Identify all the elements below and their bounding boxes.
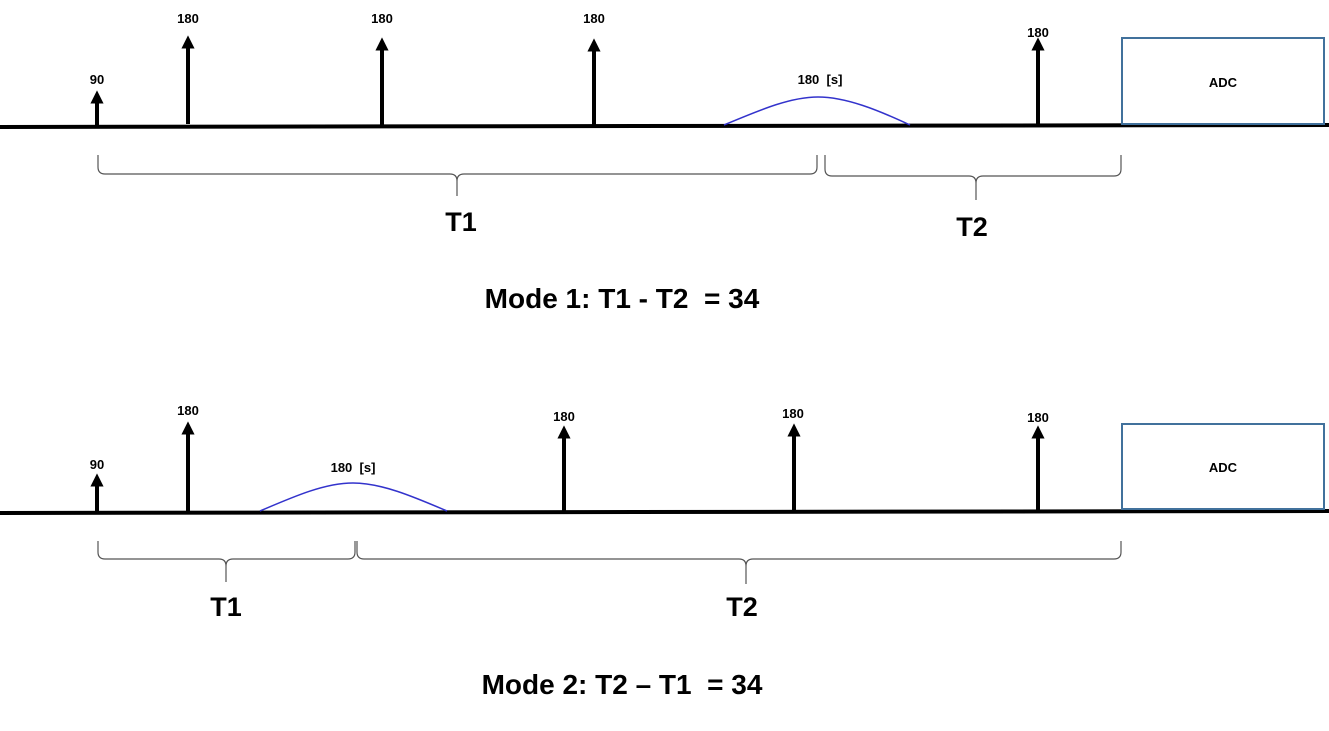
panel-mode-1: 90 180 180 180 180 180 [s] ADC bbox=[0, 11, 1329, 314]
timeline-axis bbox=[0, 509, 1329, 515]
mode-caption: Mode 1: T1 - T2 = 34 bbox=[485, 283, 760, 314]
pulse-label: 180 bbox=[583, 11, 605, 26]
interval-t1: T1 bbox=[97, 155, 818, 237]
curly-brace-icon bbox=[97, 155, 818, 196]
pulse-180: 180 bbox=[1027, 410, 1049, 512]
curly-brace-icon bbox=[356, 541, 1122, 584]
adc-window: ADC bbox=[1121, 423, 1325, 510]
pulse-label: 180 bbox=[1027, 410, 1049, 425]
pulse-180: 180 bbox=[583, 11, 605, 126]
interval-label: T1 bbox=[210, 592, 242, 622]
half-sine-lobe-icon bbox=[259, 482, 448, 512]
half-sine-lobe-icon bbox=[723, 96, 911, 126]
pulse-180: 180 bbox=[782, 406, 804, 512]
adc-window: ADC bbox=[1121, 37, 1325, 125]
pulse-90: 90 bbox=[90, 72, 104, 127]
pulse-180: 180 bbox=[177, 403, 199, 511]
selective-pulse: 180 [s] bbox=[259, 460, 448, 512]
adc-label: ADC bbox=[1209, 460, 1238, 475]
interval-t2: T2 bbox=[824, 155, 1122, 242]
timeline-axis bbox=[0, 123, 1329, 129]
selective-pulse-label: 180 [s] bbox=[798, 72, 843, 87]
interval-label: T2 bbox=[726, 592, 758, 622]
selective-pulse-label: 180 [s] bbox=[331, 460, 376, 475]
pulse-label: 180 bbox=[1027, 25, 1049, 40]
pulse-180: 180 bbox=[1027, 25, 1049, 126]
adc-label: ADC bbox=[1209, 75, 1238, 90]
interval-t2: T2 bbox=[356, 541, 1122, 622]
pulse-label: 180 bbox=[371, 11, 393, 26]
curly-brace-icon bbox=[97, 541, 356, 582]
adc-box bbox=[1121, 37, 1325, 125]
pulse-180: 180 bbox=[177, 11, 199, 124]
selective-pulse: 180 [s] bbox=[723, 72, 911, 126]
interval-label: T2 bbox=[956, 212, 988, 242]
pulse-label: 180 bbox=[553, 409, 575, 424]
interval-label: T1 bbox=[445, 207, 477, 237]
adc-box bbox=[1121, 423, 1325, 510]
pulse-label: 90 bbox=[90, 72, 104, 87]
pulse-label: 180 bbox=[177, 403, 199, 418]
panel-mode-2: 90 180 180 180 180 180 [s] ADC T1 bbox=[0, 403, 1329, 700]
pulse-90: 90 bbox=[90, 457, 104, 512]
pulse-label: 180 bbox=[177, 11, 199, 26]
curly-brace-icon bbox=[824, 155, 1122, 200]
pulse-180: 180 bbox=[553, 409, 575, 512]
pulse-label: 180 bbox=[782, 406, 804, 421]
pulse-180: 180 bbox=[371, 11, 393, 127]
pulse-label: 90 bbox=[90, 457, 104, 472]
interval-t1: T1 bbox=[97, 541, 356, 622]
mode-caption: Mode 2: T2 – T1 = 34 bbox=[482, 669, 763, 700]
